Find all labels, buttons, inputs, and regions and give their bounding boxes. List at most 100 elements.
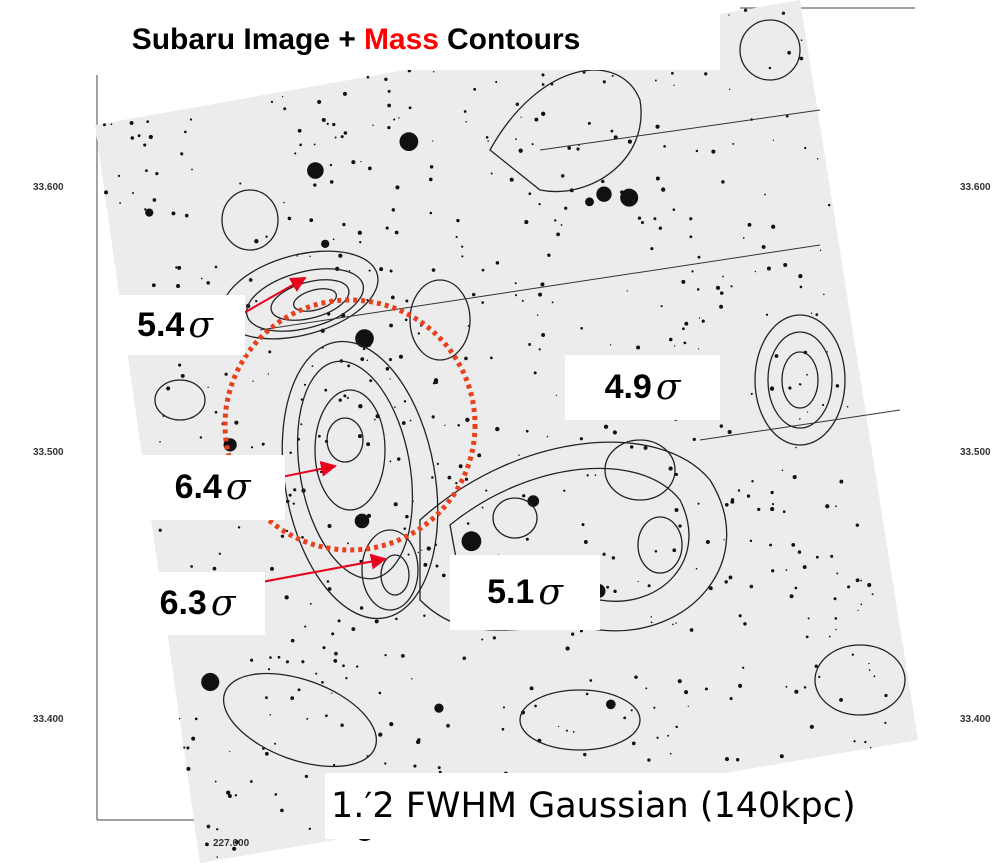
star <box>722 276 724 278</box>
star <box>300 423 302 425</box>
star <box>339 398 342 401</box>
star <box>356 665 358 667</box>
star <box>552 301 554 303</box>
star <box>794 690 798 694</box>
star <box>146 120 149 123</box>
star <box>423 614 425 616</box>
star <box>429 212 432 215</box>
star <box>390 378 391 379</box>
star <box>219 553 221 555</box>
star <box>503 706 505 708</box>
star <box>755 271 756 272</box>
star <box>159 529 162 532</box>
star <box>799 383 801 385</box>
star <box>465 478 468 481</box>
star <box>301 536 304 539</box>
star <box>770 491 773 494</box>
star <box>402 421 406 425</box>
star <box>689 217 692 220</box>
star <box>132 192 134 194</box>
star <box>653 707 655 709</box>
star <box>786 569 788 571</box>
star <box>689 235 692 238</box>
star <box>111 123 113 125</box>
star <box>583 753 586 756</box>
star <box>159 441 161 443</box>
star <box>580 327 583 330</box>
star <box>387 126 390 129</box>
star <box>448 476 452 480</box>
star <box>252 380 253 381</box>
star <box>389 722 393 726</box>
star <box>395 185 399 189</box>
star <box>293 503 295 505</box>
star <box>638 216 641 219</box>
star <box>783 510 786 513</box>
star <box>800 286 803 289</box>
star <box>462 656 466 660</box>
star <box>103 123 106 126</box>
star <box>438 766 441 769</box>
star <box>347 364 350 367</box>
star <box>104 190 108 194</box>
star <box>839 698 843 702</box>
star <box>386 367 390 371</box>
star <box>698 348 699 349</box>
star <box>742 667 744 669</box>
star <box>576 147 579 150</box>
star <box>325 714 328 717</box>
star <box>668 466 672 470</box>
star <box>538 203 540 205</box>
star <box>584 540 588 544</box>
star <box>688 706 689 707</box>
star <box>540 282 544 286</box>
star <box>225 373 228 376</box>
star <box>358 404 362 408</box>
star <box>491 173 493 175</box>
star <box>858 610 859 611</box>
star <box>482 269 485 272</box>
star <box>418 332 420 334</box>
star <box>393 118 395 120</box>
star <box>804 686 807 689</box>
star <box>465 121 467 123</box>
star <box>299 143 302 146</box>
star <box>744 9 747 12</box>
star <box>375 619 379 623</box>
star <box>524 220 528 224</box>
star <box>315 673 317 675</box>
star <box>149 135 153 139</box>
star <box>651 621 653 623</box>
y-tick-label: 33.400 <box>33 714 64 725</box>
star <box>674 508 678 512</box>
star <box>215 266 218 269</box>
star <box>515 138 517 140</box>
star <box>601 180 605 184</box>
star <box>771 569 774 572</box>
star <box>432 140 433 141</box>
star <box>829 636 831 638</box>
star <box>769 67 772 70</box>
star <box>782 12 785 15</box>
star <box>518 454 519 455</box>
star <box>678 679 682 683</box>
star <box>527 495 539 507</box>
star <box>331 692 332 693</box>
star <box>358 434 362 438</box>
star <box>675 622 677 624</box>
star <box>743 622 746 625</box>
star <box>367 76 370 79</box>
star <box>534 705 537 708</box>
star <box>495 427 499 431</box>
star <box>728 14 729 15</box>
star <box>532 143 534 145</box>
star <box>671 72 674 75</box>
star <box>464 357 468 361</box>
star <box>386 226 389 229</box>
star <box>467 522 470 525</box>
star <box>190 118 192 120</box>
x-tick-label: 227.600 <box>213 838 249 849</box>
star <box>309 218 313 222</box>
star <box>249 278 253 282</box>
star <box>801 39 803 41</box>
